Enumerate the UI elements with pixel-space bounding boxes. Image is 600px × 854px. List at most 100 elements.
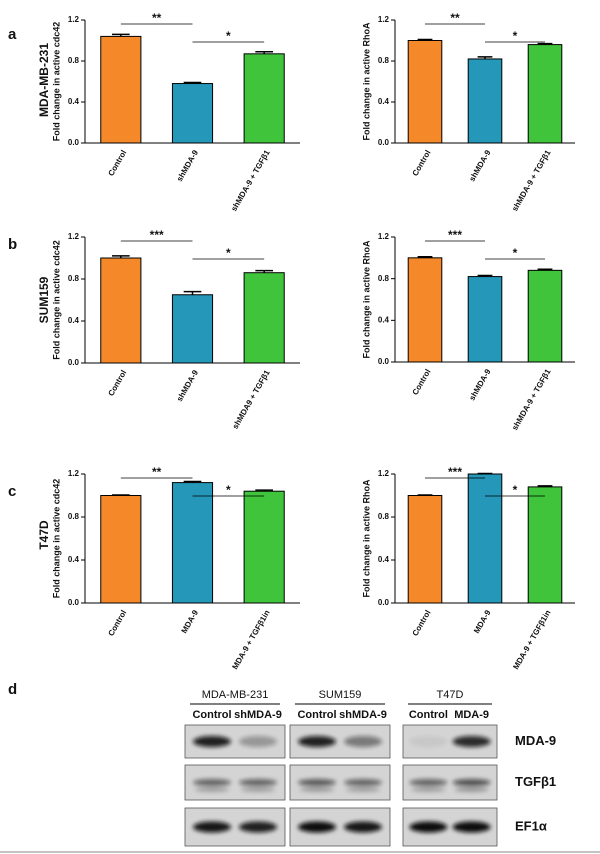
bar	[100, 257, 142, 364]
significance-label: *	[513, 29, 518, 43]
blot-band	[452, 736, 491, 747]
blot-band	[239, 736, 277, 747]
bar	[407, 257, 443, 363]
y-tick-label: 0.0	[68, 138, 80, 147]
y-tick-label: 0.0	[68, 598, 80, 607]
x-tick-label: shMDA-9 + TGFβ1	[510, 148, 553, 213]
y-tick-label: 1.2	[68, 232, 80, 241]
blot-band	[409, 821, 448, 833]
bar	[467, 276, 503, 363]
x-tick-label: shMDA-9	[175, 148, 200, 183]
y-tick-label: 0.0	[378, 357, 390, 366]
x-tick-label: shMDA-9 + TGFβ1	[510, 367, 553, 432]
bar	[171, 294, 214, 364]
x-tick-label: shMDA-9	[467, 367, 492, 402]
significance-label: *	[226, 246, 231, 260]
blot-band	[300, 787, 334, 792]
blot-band	[346, 787, 380, 792]
y-tick-label: 0.8	[378, 512, 390, 521]
significance-label: **	[450, 11, 460, 25]
error-bar	[255, 489, 273, 492]
blot-group: MDA-MB-231	[202, 689, 269, 701]
x-tick-label: shMDA9 + TGFβ1	[231, 368, 272, 431]
error-bar	[183, 290, 202, 295]
y-tick-label: 0.4	[378, 97, 390, 106]
lane-label: Control	[297, 709, 336, 721]
error-bar	[477, 472, 493, 475]
error-bar	[112, 255, 130, 258]
y-tick-label: 1.2	[68, 15, 80, 24]
error-bar	[537, 268, 553, 271]
bar	[467, 473, 503, 604]
blot-band	[344, 779, 382, 786]
blot-band	[193, 779, 231, 786]
x-tick-label: shMDA-9	[175, 368, 200, 403]
blot-band	[452, 821, 491, 833]
y-tick-label: 0.4	[378, 555, 390, 564]
bar	[171, 83, 214, 144]
y-tick-label: 0.0	[378, 138, 390, 147]
bar	[171, 482, 214, 604]
x-tick-label: MDA-9 + TGFβ1in	[511, 608, 552, 671]
blot-band	[195, 787, 229, 792]
y-tick-label: 0.8	[68, 56, 80, 65]
error-bar	[417, 38, 433, 41]
blot-group: T47D	[437, 689, 464, 701]
blot-group: SUM159	[319, 689, 362, 701]
error-bar	[537, 485, 553, 487]
bar	[527, 486, 563, 604]
panel-letter: d	[8, 681, 17, 698]
bar	[467, 58, 503, 144]
error-bar	[417, 256, 433, 258]
blot-band	[193, 736, 231, 747]
panel-letter: a	[8, 26, 17, 43]
y-axis-label: Fold change in active cdc42	[51, 479, 61, 599]
significance-label: ***	[150, 228, 164, 242]
significance-label: ***	[448, 228, 462, 242]
x-tick-label: Control	[411, 609, 433, 638]
bar	[527, 269, 563, 363]
x-tick-label: Control	[411, 368, 433, 397]
significance-label: *	[226, 483, 231, 497]
error-bar	[112, 494, 130, 496]
blot-band	[298, 736, 336, 747]
lane-label: MDA-9	[454, 709, 489, 721]
significance-label: *	[513, 246, 518, 260]
error-bar	[537, 42, 553, 45]
y-tick-label: 0.4	[68, 316, 80, 325]
blot-band	[409, 779, 448, 786]
x-tick-label: shMDA-9	[467, 148, 492, 183]
y-axis-label: Fold change in active RhoA	[361, 22, 371, 141]
blot-band	[239, 779, 277, 786]
significance-label: *	[513, 483, 518, 497]
bar	[100, 35, 142, 144]
row-label: MDA-9	[515, 733, 556, 748]
x-tick-label: Control	[106, 609, 128, 638]
y-tick-label: 0.8	[68, 512, 80, 521]
lane-label: shMDA-9	[234, 709, 282, 721]
error-bar	[112, 33, 130, 37]
error-bar	[477, 56, 493, 59]
lane-label: Control	[192, 709, 231, 721]
x-tick-label: MDA-9	[472, 608, 493, 635]
blot-band	[193, 821, 231, 833]
bar	[100, 495, 142, 604]
y-tick-label: 1.2	[378, 15, 390, 24]
bar	[243, 53, 285, 144]
lane-label: shMDA-9	[339, 709, 387, 721]
x-tick-label: MDA-9 + TGFβ1in	[230, 608, 271, 671]
error-bar	[417, 494, 433, 496]
x-tick-label: shMDA-9 + TGFβ1	[229, 148, 272, 213]
error-bar	[255, 51, 273, 54]
y-tick-label: 0.8	[68, 274, 80, 283]
y-tick-label: 0.4	[68, 555, 80, 564]
bar	[407, 495, 443, 604]
cell-line-label: T47D	[37, 520, 51, 550]
significance-label: **	[152, 11, 162, 25]
y-tick-label: 1.2	[68, 469, 80, 478]
blot-band	[344, 736, 382, 747]
row-label: TGFβ1	[515, 774, 556, 789]
error-bar	[183, 480, 202, 483]
y-axis-label: Fold change in active RhoA	[361, 479, 371, 598]
